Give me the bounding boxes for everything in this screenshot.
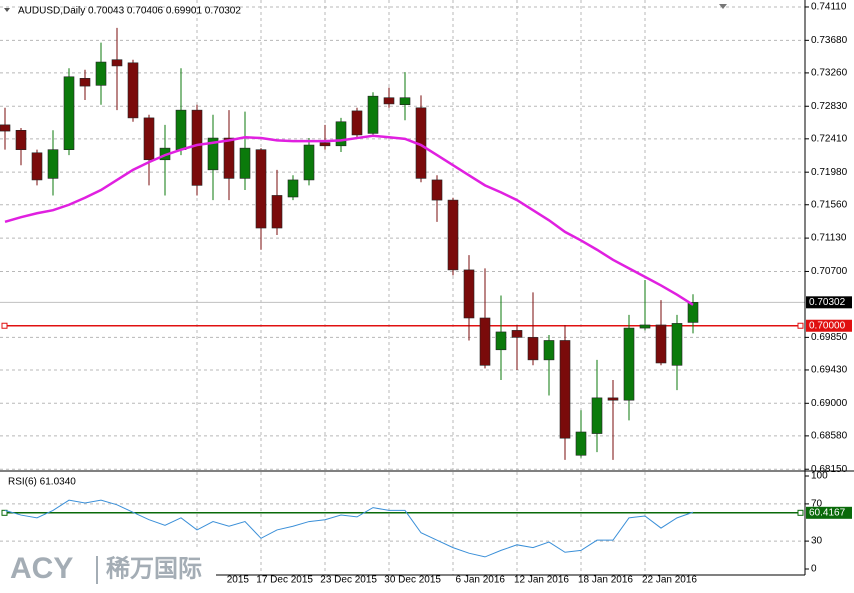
candle-body [655,324,667,364]
candle-body [255,149,267,229]
level-end [1,322,8,329]
rsi-title: RSI(6) 61.0340 [8,477,76,488]
candle-body [367,95,379,134]
candle-body [175,109,187,150]
candle-body [191,109,203,186]
title-icon [4,8,10,12]
last-price-label: 0.70302 [809,297,846,308]
y-tick-label: 0.68580 [811,431,848,442]
candle-body [495,331,507,351]
candle-body [95,61,107,86]
watermark: ACY 稀万国际 [0,548,216,593]
candle-body [239,147,251,179]
candle-body [287,179,299,198]
x-tick-label: 17 Dec 2015 [256,575,313,586]
candle-body [223,137,235,179]
y-tick-label: 0.69850 [811,332,848,343]
candle-body [335,121,347,147]
x-tick-label: 30 Dec 2015 [384,575,441,586]
scroll-arrow [719,4,727,9]
y-tick-label: 0.71560 [811,199,848,210]
candle-body [479,317,491,366]
watermark-bg [0,548,216,593]
rsi-line [4,499,694,558]
candle-body [543,340,555,361]
candle-body [559,340,571,439]
candle-body [79,78,91,87]
x-tick-label: 6 Jan 2016 [456,575,506,586]
x-tick-label: 22 Jan 2016 [642,575,697,586]
y-tick-label: 0.74110 [811,2,847,13]
candle-body [31,152,43,181]
x-tick-label: 23 Dec 2015 [320,575,377,586]
moving-average [4,134,694,306]
level-label-bg [806,319,852,332]
x-tick-label: 12 Jan 2016 [514,575,569,586]
y-tick-label: 100 [811,471,828,482]
candle-body [575,431,587,456]
candle-body [687,302,699,323]
level-end [1,509,8,516]
x-tick-label: 2015 [227,575,250,586]
candle-body [127,62,139,119]
y-tick-label: 0.68150 [811,464,848,475]
candle-body [623,327,635,401]
y-tick-label: 0.73680 [811,35,848,46]
level-label: 0.70000 [809,320,846,331]
candle-body [271,195,283,229]
candle-body [511,330,523,338]
candle-body [47,149,59,179]
candle-body [447,199,459,271]
y-tick-label: 0 [811,564,817,575]
candle-body [207,137,219,171]
candle-body [0,124,11,132]
y-tick-label: 0.71130 [811,233,847,244]
candle-body [351,110,363,136]
candle-body [143,117,155,161]
y-tick-label: 30 [811,536,823,547]
candle-body [463,269,475,319]
candle-body [383,97,395,105]
y-tick-label: 70 [811,499,823,510]
y-tick-label: 0.70700 [811,266,848,277]
candle-body [431,179,443,201]
level-end [797,509,804,516]
y-tick-label: 0.73260 [811,68,848,79]
y-tick-label: 0.69430 [811,365,848,376]
watermark-name: 稀万国际 [106,554,202,582]
rsi-level-label: 60.4167 [809,507,846,518]
candle-body [15,129,27,150]
candle-body [319,142,331,147]
candle-body [303,144,315,181]
candle-body [63,76,75,150]
candle-body [671,323,683,366]
rsi-level-label-bg [806,506,852,519]
candle-body [639,324,651,329]
y-tick-label: 0.71980 [811,167,848,178]
chart-title: AUDUSD,Daily 0.70043 0.70406 0.69901 0.7… [18,6,241,17]
watermark-brand: ACY [10,552,73,585]
last-price-label-bg [806,296,852,309]
candle-body [607,397,619,401]
candle-body [591,397,603,434]
y-tick-label: 0.69000 [811,398,848,409]
level-end [797,322,804,329]
candle-body [111,59,123,67]
candle-body [527,337,539,361]
y-tick-label: 0.72410 [811,133,848,144]
x-tick-label: 18 Jan 2016 [578,575,633,586]
candle-body [399,97,411,106]
y-tick-label: 0.72830 [811,101,848,112]
